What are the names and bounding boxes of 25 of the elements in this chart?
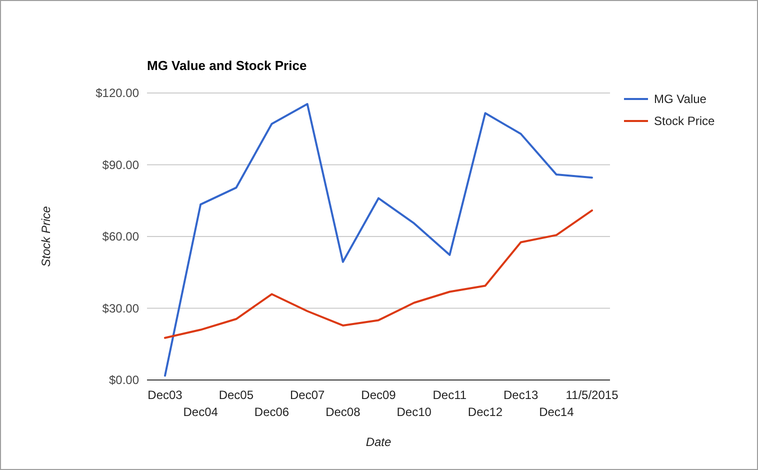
x-tick-label: Dec07 bbox=[290, 388, 326, 402]
x-tick-label: Dec14 bbox=[539, 405, 574, 419]
x-tick-label: Dec10 bbox=[396, 405, 432, 419]
x-tick-label: Dec04 bbox=[183, 405, 218, 419]
line-series bbox=[164, 103, 593, 377]
y-tick-label: $90.00 bbox=[102, 158, 140, 172]
x-tick-label: Dec06 bbox=[254, 405, 290, 419]
legend-label: Stock Price bbox=[654, 114, 716, 128]
y-tick-label: $0.00 bbox=[108, 373, 140, 388]
line-series bbox=[164, 209, 593, 339]
y-axis-title: Stock Price bbox=[39, 206, 53, 267]
chart-title: MG Value and Stock Price bbox=[147, 58, 307, 73]
y-tick-label: $120.00 bbox=[96, 86, 140, 100]
x-axis-title: Date bbox=[366, 435, 392, 449]
legend-label: MG Value bbox=[654, 92, 707, 106]
x-tick-label: Dec09 bbox=[361, 388, 396, 402]
y-tick-label: $60.00 bbox=[102, 230, 140, 244]
x-tick-label: 11/5/2015 bbox=[566, 388, 619, 402]
x-tick-label: Dec03 bbox=[148, 388, 183, 402]
x-tick-label: Dec05 bbox=[218, 388, 254, 402]
x-tick-label: Dec11 bbox=[432, 388, 467, 402]
x-tick-label: Dec08 bbox=[326, 405, 361, 419]
x-tick-label: Dec13 bbox=[503, 388, 539, 402]
x-tick-label: Dec12 bbox=[468, 405, 503, 419]
y-tick-label: $30.00 bbox=[102, 301, 140, 316]
